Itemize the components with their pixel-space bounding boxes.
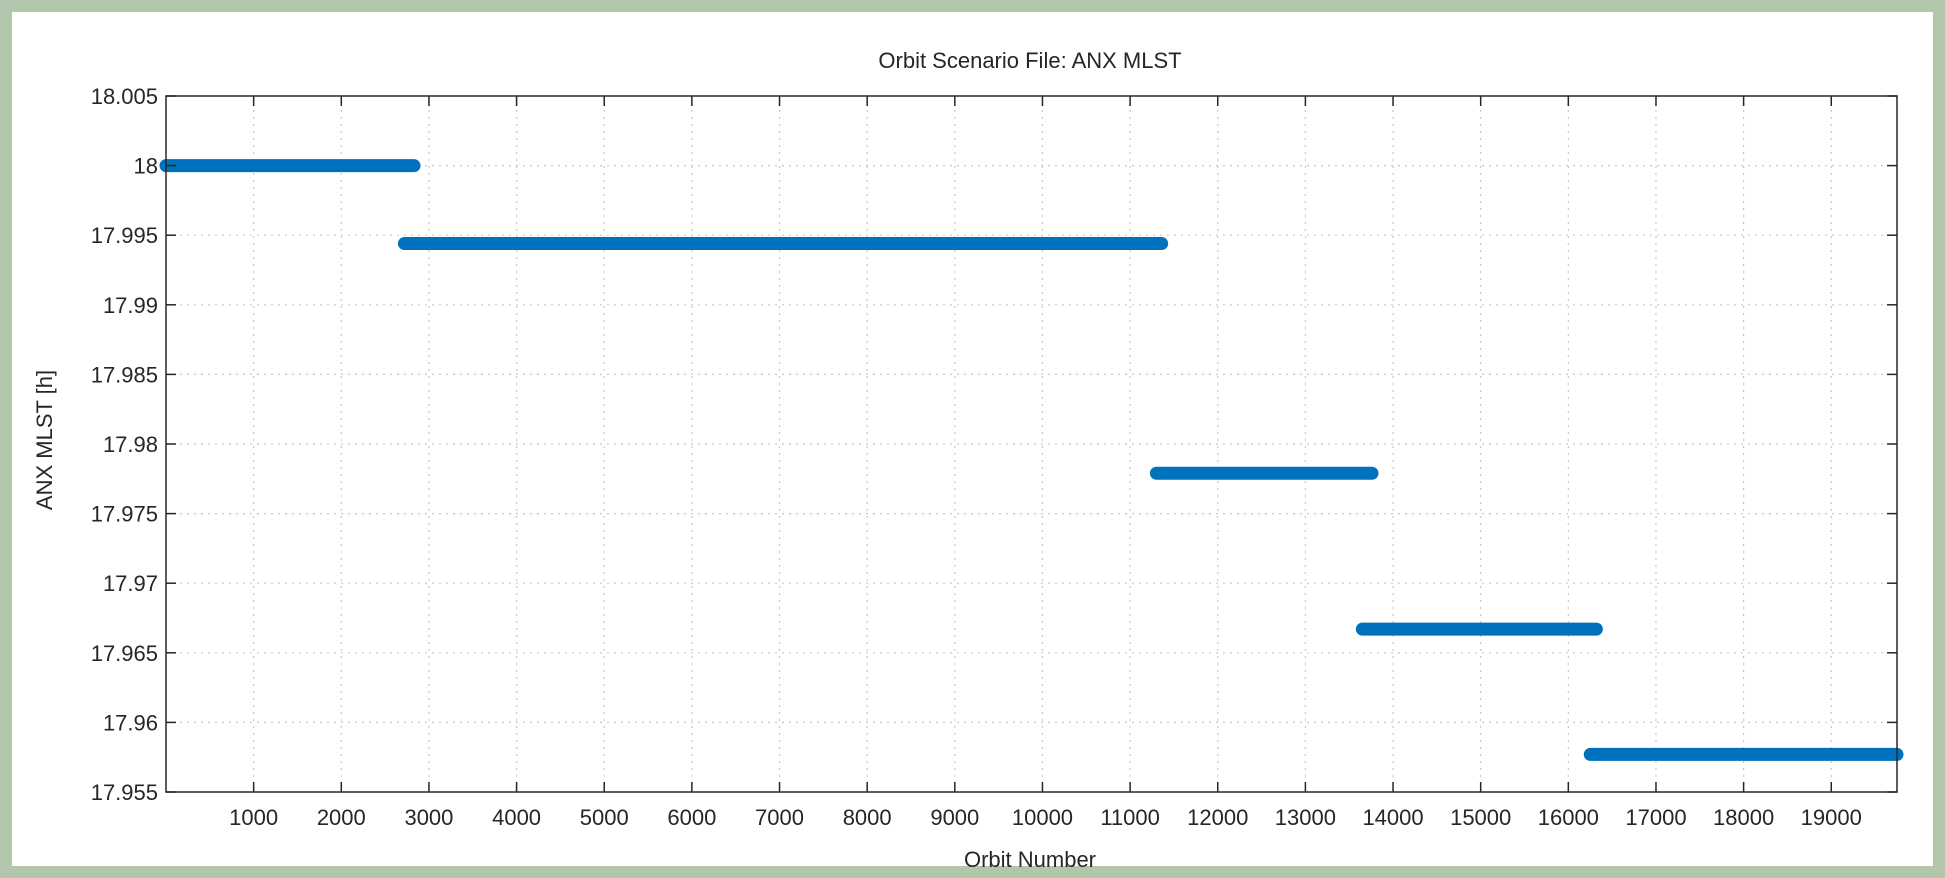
x-tick-label: 10000 [1012, 805, 1073, 830]
x-tick-label: 18000 [1713, 805, 1774, 830]
x-tick-label: 9000 [930, 805, 979, 830]
y-tick-label: 17.965 [91, 641, 158, 666]
x-tick-label: 2000 [317, 805, 366, 830]
x-tick-label: 16000 [1538, 805, 1599, 830]
y-tick-label: 17.98 [103, 432, 158, 457]
x-tick-label: 11000 [1100, 805, 1160, 830]
x-tick-label: 6000 [667, 805, 716, 830]
y-tick-label: 17.975 [91, 502, 158, 527]
x-tick-label: 1000 [229, 805, 278, 830]
x-tick-label: 7000 [755, 805, 804, 830]
y-tick-label: 17.96 [103, 710, 158, 735]
x-tick-label: 19000 [1801, 805, 1862, 830]
y-axis-label: ANX MLST [h] [32, 370, 57, 510]
x-axis: 1000 2000 3000 4000 5000 6000 7000 8000 9000 1000… [229, 96, 1862, 830]
grid [166, 96, 1897, 792]
x-tick-label: 8000 [843, 805, 892, 830]
x-tick-label: 3000 [404, 805, 453, 830]
y-tick-label: 17.97 [103, 571, 158, 596]
x-tick-label: 12000 [1187, 805, 1248, 830]
x-tick-label: 15000 [1450, 805, 1511, 830]
x-tick-label: 14000 [1362, 805, 1423, 830]
y-tick-label: 17.955 [91, 780, 158, 805]
y-axis: 17.955 17.96 17.965 17.97 17.975 17.98 17.985 1… [91, 84, 1897, 805]
x-tick-label: 5000 [580, 805, 629, 830]
chart-title: Orbit Scenario File: ANX MLST [878, 48, 1181, 73]
series [159, 159, 1904, 761]
x-tick-label: 13000 [1275, 805, 1336, 830]
y-tick-label: 18 [134, 154, 158, 179]
y-tick-label: 17.99 [103, 293, 158, 318]
x-tick-label: 4000 [492, 805, 541, 830]
x-tick-label: 17000 [1625, 805, 1686, 830]
y-tick-label: 17.995 [91, 223, 158, 248]
y-tick-label: 18.005 [91, 84, 158, 109]
y-tick-label: 17.985 [91, 362, 158, 387]
x-axis-label: Orbit Number [964, 847, 1096, 872]
